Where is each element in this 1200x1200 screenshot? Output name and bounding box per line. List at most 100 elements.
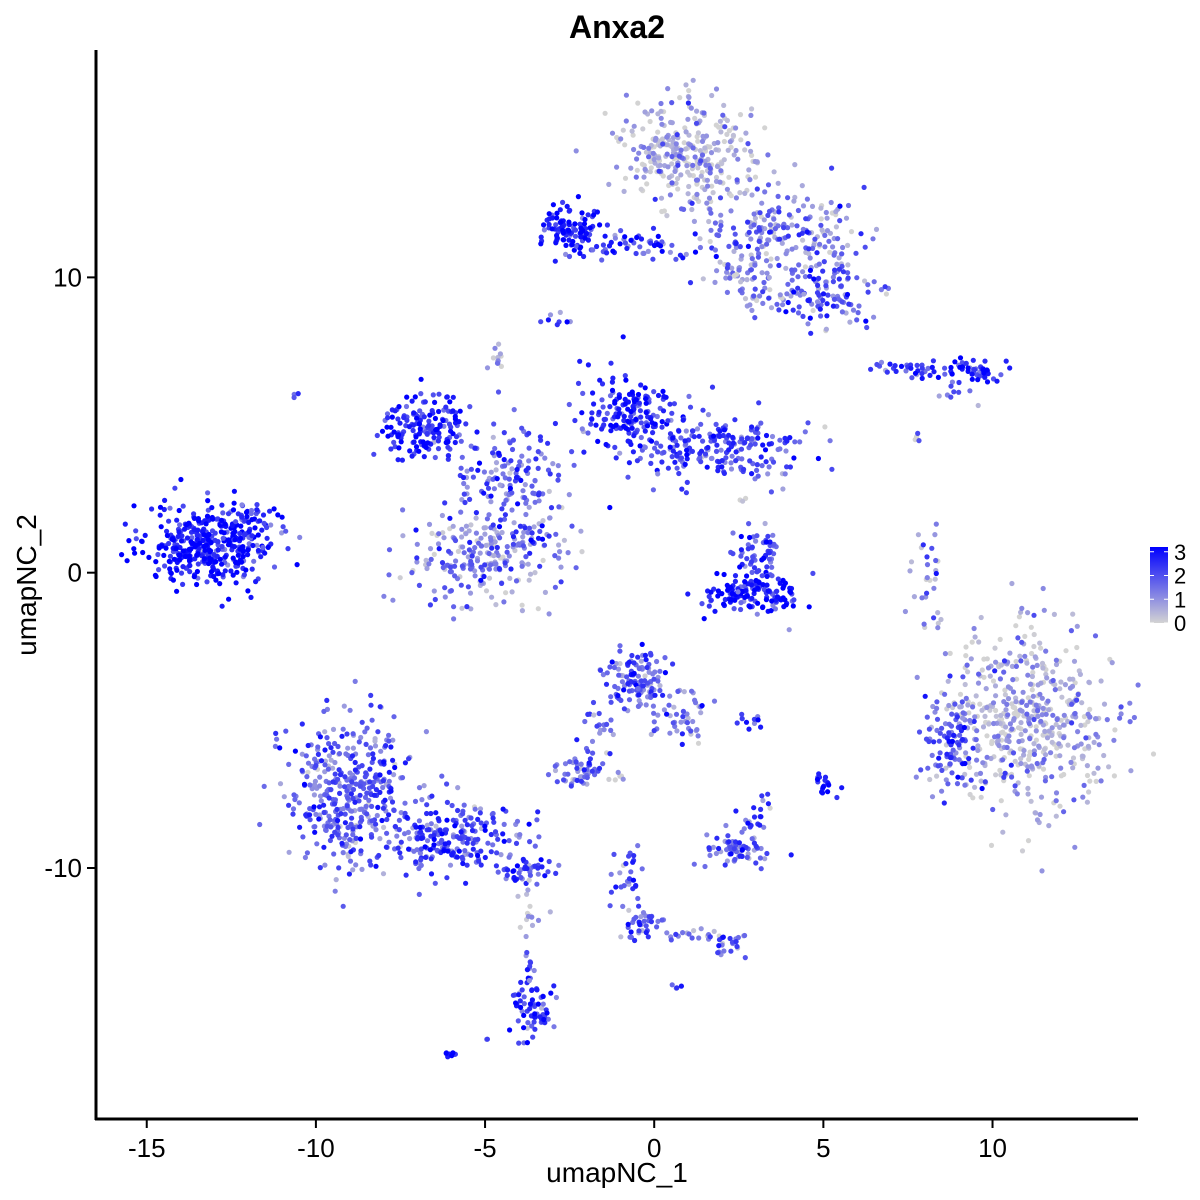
cell-point xyxy=(628,237,634,243)
cell-point xyxy=(431,435,437,441)
cell-point xyxy=(780,577,786,584)
cell-point xyxy=(449,1053,455,1059)
cell-point xyxy=(443,1050,449,1056)
cell-point xyxy=(232,529,238,535)
cell-point xyxy=(976,639,982,645)
cell-point xyxy=(464,484,470,490)
cluster-31 xyxy=(606,769,626,783)
cell-point xyxy=(924,554,930,560)
cell-point xyxy=(427,847,433,853)
cell-point xyxy=(690,162,696,168)
cell-point xyxy=(353,835,359,842)
cell-point xyxy=(673,180,679,186)
cell-point xyxy=(636,150,642,156)
cell-point xyxy=(731,152,737,158)
cell-point xyxy=(599,397,605,403)
cell-point xyxy=(831,252,837,258)
cell-point xyxy=(431,551,437,558)
cell-point xyxy=(874,361,880,368)
cell-point xyxy=(710,190,716,196)
cell-point xyxy=(607,504,613,511)
cell-point xyxy=(473,530,479,536)
cell-point xyxy=(951,732,957,739)
cell-point xyxy=(684,720,691,726)
cell-point xyxy=(478,564,484,570)
cell-point xyxy=(391,429,397,435)
cell-point xyxy=(516,1040,522,1046)
cell-point xyxy=(357,836,364,842)
cell-point xyxy=(364,725,370,731)
cell-point xyxy=(984,656,990,662)
cell-point xyxy=(589,768,595,774)
cell-point xyxy=(566,253,573,260)
cell-point xyxy=(630,449,637,455)
cell-point xyxy=(606,181,612,187)
cell-point xyxy=(1070,765,1076,771)
cell-point xyxy=(747,302,753,308)
cell-point xyxy=(810,307,816,314)
cell-point xyxy=(699,601,705,607)
cell-point xyxy=(217,581,223,587)
cell-point xyxy=(811,276,817,282)
cell-point xyxy=(1003,358,1009,364)
cell-point xyxy=(635,654,641,660)
cell-point xyxy=(556,472,562,478)
cell-point xyxy=(1032,810,1039,816)
cell-point xyxy=(640,126,646,132)
colorbar-tick-label: 2 xyxy=(1174,564,1186,589)
cell-point xyxy=(525,530,531,536)
cell-point xyxy=(822,244,828,250)
cell-point xyxy=(426,827,432,833)
cell-point xyxy=(1083,735,1089,741)
cell-point xyxy=(612,235,619,241)
cell-point xyxy=(742,932,748,939)
cell-point xyxy=(367,766,373,772)
cell-point xyxy=(399,457,405,463)
cell-point xyxy=(750,554,756,560)
cell-point xyxy=(486,566,492,572)
cell-point xyxy=(407,836,413,842)
cell-point xyxy=(194,533,200,539)
cell-point xyxy=(240,553,246,560)
cell-point xyxy=(1080,794,1086,800)
cell-point xyxy=(748,236,754,242)
cell-point xyxy=(720,112,726,118)
cell-point xyxy=(620,127,626,133)
cell-point xyxy=(220,572,226,578)
cell-point xyxy=(273,730,279,737)
cell-point xyxy=(727,275,733,281)
cell-point xyxy=(984,733,990,739)
cell-point xyxy=(311,792,317,798)
cell-point xyxy=(676,153,683,159)
cell-point xyxy=(633,397,640,403)
cell-point xyxy=(1061,712,1067,718)
cell-point xyxy=(767,539,773,545)
cell-point xyxy=(409,570,415,576)
cell-point xyxy=(683,129,689,135)
cell-point xyxy=(764,564,770,570)
cell-point xyxy=(1025,672,1031,678)
cell-point xyxy=(1046,728,1052,734)
cell-point xyxy=(1033,724,1039,730)
cell-point xyxy=(489,594,495,600)
cell-point xyxy=(1018,731,1024,738)
cluster-51 xyxy=(823,326,830,334)
cell-point xyxy=(784,464,790,470)
cell-point xyxy=(584,774,590,781)
cell-point xyxy=(708,589,714,595)
cell-point xyxy=(398,439,404,445)
cell-point xyxy=(858,231,864,237)
cell-point xyxy=(902,608,909,615)
cell-point xyxy=(491,819,497,825)
cell-point xyxy=(661,707,668,713)
cell-point xyxy=(1032,654,1038,660)
cell-point xyxy=(234,569,240,575)
cell-point xyxy=(957,364,963,370)
cell-point xyxy=(1081,714,1087,720)
cell-point xyxy=(718,447,724,453)
cell-point xyxy=(726,440,732,446)
cell-point xyxy=(1033,728,1039,734)
cell-point xyxy=(758,420,764,426)
cell-point xyxy=(491,486,497,492)
cell-point xyxy=(733,449,739,455)
